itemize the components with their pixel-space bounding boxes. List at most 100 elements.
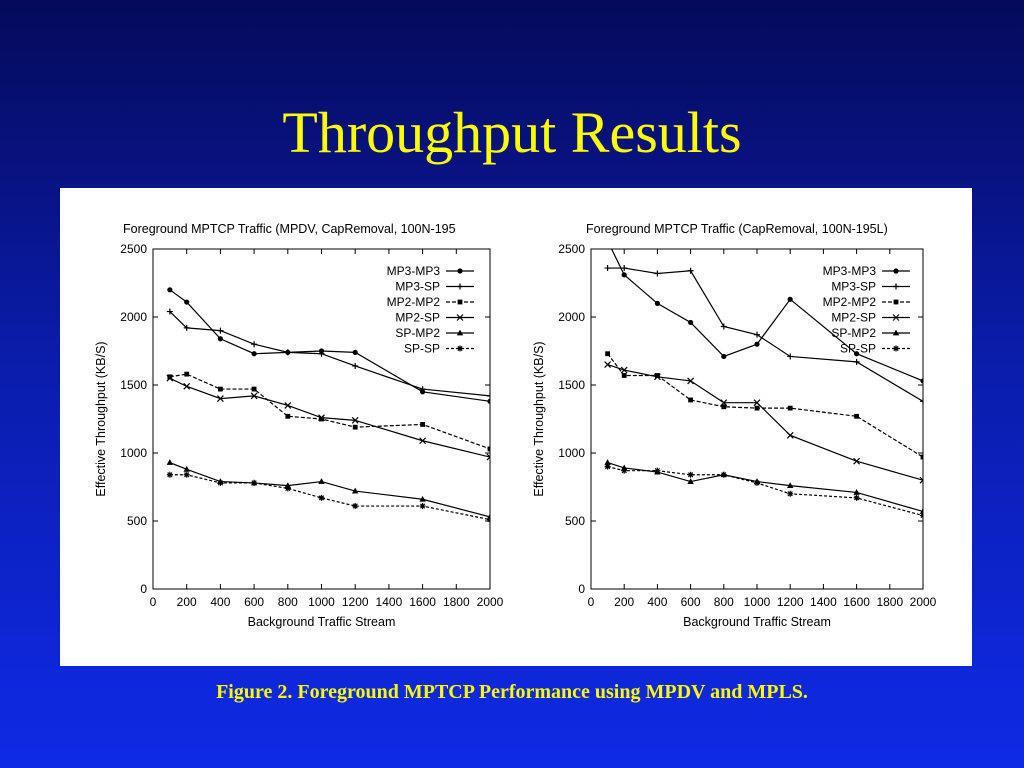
data-point [604,265,611,272]
data-point [621,272,627,278]
data-point [167,287,173,293]
chart-title: Foreground MPTCP Traffic (MPDV, CapRemov… [123,222,456,236]
data-point [166,459,174,465]
series-mp2-sp [166,374,490,461]
data-point [853,489,860,495]
data-point [920,378,923,384]
x-tick-label: 1000 [308,595,335,609]
data-point [654,270,661,277]
data-point [352,487,359,494]
data-point [319,416,324,422]
legend-marker [892,314,900,321]
data-point [420,422,425,427]
y-tick-label: 0 [578,582,585,596]
slide-title: Throughput Results [282,100,742,165]
legend-marker [457,283,463,290]
data-point [720,471,727,478]
data-point [854,413,859,419]
data-point [351,416,359,424]
data-point [183,465,190,472]
series-line [169,474,490,521]
series-line [607,353,923,458]
series-line [169,461,490,518]
data-point [604,361,612,369]
legend-label: MP2-MP2 [387,295,441,309]
data-point [787,353,794,360]
data-point [753,399,761,407]
data-point [853,494,860,501]
data-point [654,300,660,306]
data-point [352,362,359,369]
data-point [787,482,794,489]
data-point [284,401,292,409]
y-tick-label: 2000 [120,310,147,324]
data-point [250,392,258,400]
data-point [487,516,490,523]
data-point [217,336,223,342]
y-tick-label: 1000 [120,446,147,460]
y-tick-label: 500 [565,514,585,528]
data-point [721,353,727,360]
series-mp3-mp3 [605,238,923,384]
x-tick-label: 200 [614,595,634,609]
data-point [352,349,358,355]
chart-mpls: Foreground MPTCP Traffic (CapRemoval, 10… [532,222,937,629]
data-point [754,341,760,347]
data-point [487,446,490,452]
series-mp2-mp2 [167,371,490,452]
data-point [251,351,257,357]
data-point [318,478,325,484]
legend-label: MP3-MP3 [387,264,441,278]
data-point [487,392,490,399]
legend-label: MP2-SP [395,311,440,325]
data-point [487,398,490,404]
x-tick-label: 1600 [409,595,436,609]
data-point [184,371,190,377]
data-point [419,386,426,393]
data-point [166,374,174,382]
data-point [605,238,610,243]
data-point [284,349,291,356]
data-point [787,490,794,497]
legend-label: SP-SP [404,342,440,356]
y-tick-label: 0 [140,582,147,596]
chart-mpdv: Foreground MPTCP Traffic (MPDV, CapRemov… [94,222,504,629]
data-point [653,373,661,381]
data-point [754,479,760,486]
data-point [688,319,694,326]
data-point [352,424,358,430]
data-point [318,494,325,501]
legend-marker [456,329,464,336]
plot-area [166,287,490,523]
series-sp-sp [166,471,490,523]
data-point [720,399,728,407]
data-point [184,299,190,305]
data-point [251,341,258,348]
x-tick-label: 400 [210,595,230,609]
series-mp3-sp [166,308,490,399]
plot-area [604,238,923,519]
series-line [169,373,490,450]
data-point [183,471,190,478]
y-tick-label: 1000 [558,446,585,460]
series-sp-sp [604,463,923,519]
data-point [166,471,173,478]
x-tick-label: 200 [177,595,197,609]
y-tick-label: 2500 [120,242,147,256]
legend-marker [893,268,899,274]
data-point [419,437,427,445]
data-point [687,267,694,274]
data-point [720,323,727,330]
series-line [607,364,923,481]
data-point [318,414,325,422]
data-point [787,296,793,302]
data-point [853,457,861,465]
legend-marker [892,329,900,336]
data-point [621,373,627,378]
data-point [183,382,191,390]
data-point [285,413,291,419]
legend-label: MP2-SP [831,311,876,325]
legend-marker [457,345,463,352]
figure-panel: Foreground MPTCP Traffic (MPDV, CapRemov… [60,188,972,666]
